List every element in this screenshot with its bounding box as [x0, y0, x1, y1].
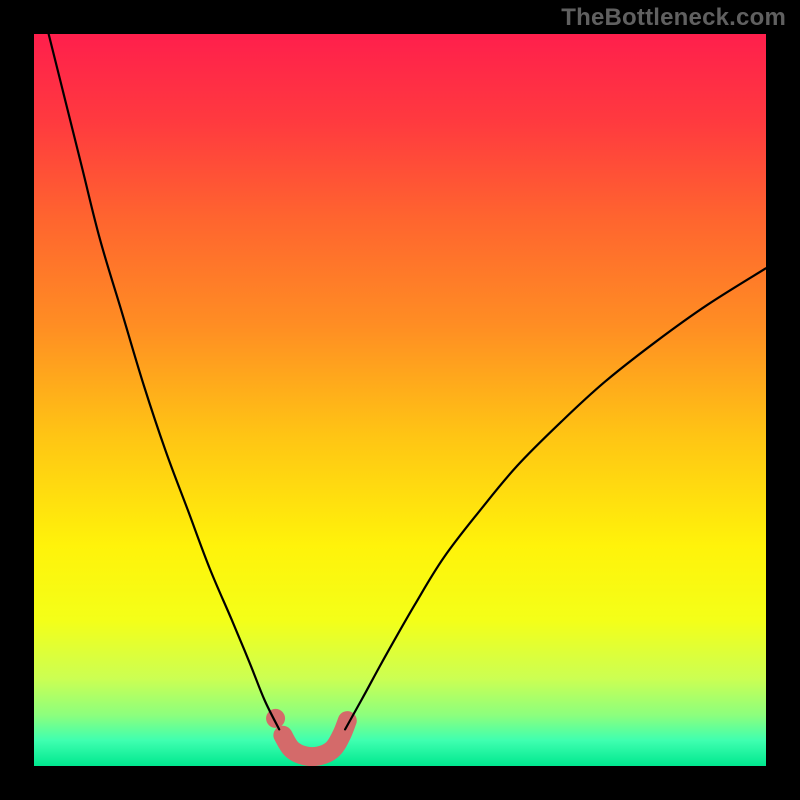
watermark-text: TheBottleneck.com: [561, 4, 786, 32]
bottleneck-chart: [34, 34, 766, 766]
chart-background: [34, 34, 766, 766]
